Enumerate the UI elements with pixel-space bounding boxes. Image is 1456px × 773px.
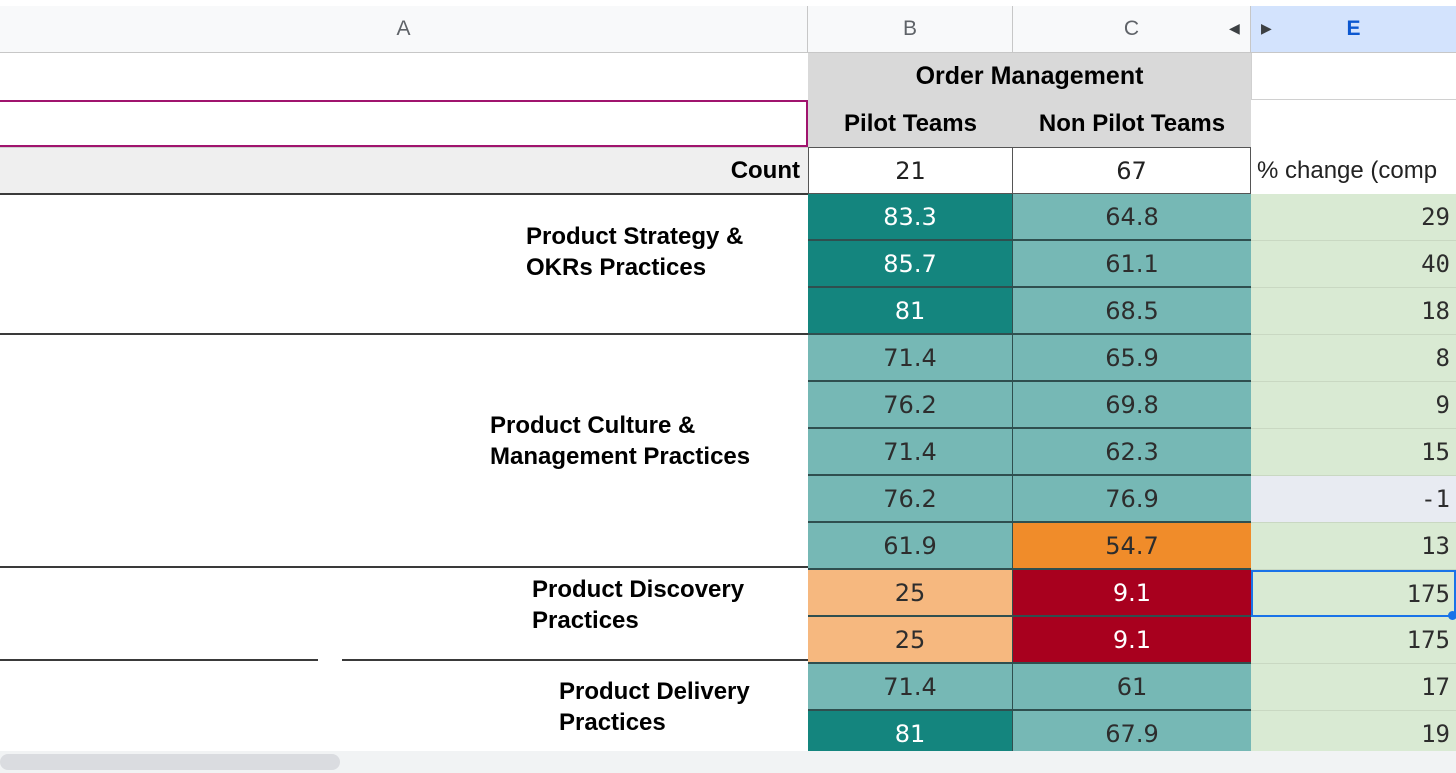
pilot-value-cell[interactable]: 61.9: [808, 523, 1013, 570]
column-header-b[interactable]: B: [808, 6, 1013, 53]
non-pilot-value-cell[interactable]: 64.8: [1013, 194, 1251, 241]
triangle-left-icon[interactable]: ◀: [1229, 20, 1240, 36]
column-header-c[interactable]: C: [1013, 6, 1251, 53]
pilot-value-cell[interactable]: 25: [808, 570, 1013, 617]
percent-change-cell[interactable]: -1: [1251, 476, 1456, 523]
group-label-culture: Product Culture & Management Practices: [490, 412, 751, 470]
percent-change-cell[interactable]: 175: [1251, 617, 1456, 664]
column-e-label: E: [1346, 17, 1361, 40]
column-a-label: A: [396, 17, 411, 40]
triangle-right-icon[interactable]: ▶: [1261, 20, 1272, 36]
non-pilot-value-cell[interactable]: 76.9: [1013, 476, 1251, 523]
column-c-label: C: [1123, 17, 1140, 40]
non-pilot-value-cell[interactable]: 9.1: [1013, 570, 1251, 617]
non-pilot-value-cell[interactable]: 54.7: [1013, 523, 1251, 570]
pilot-value-cell[interactable]: 85.7: [808, 241, 1013, 288]
group-title: Order Management: [808, 53, 1251, 100]
pilot-value-cell[interactable]: 81: [808, 288, 1013, 335]
pilot-value-cell[interactable]: 71.4: [808, 664, 1013, 711]
percent-change-header: % change (comp: [1257, 156, 1438, 184]
percent-change-cell[interactable]: 29: [1251, 194, 1456, 241]
percent-change-cell[interactable]: 40: [1251, 241, 1456, 288]
group-separator: [0, 333, 808, 335]
percent-change-cell[interactable]: 8: [1251, 335, 1456, 382]
percent-change-cell[interactable]: 17: [1251, 664, 1456, 711]
non-pilot-value-cell[interactable]: 68.5: [1013, 288, 1251, 335]
group-label-strategy: Product Strategy & OKRs Practices: [526, 223, 744, 281]
percent-change-cell[interactable]: 175: [1251, 570, 1456, 617]
selected-cell-range[interactable]: [0, 100, 808, 147]
pilot-teams-header: Pilot Teams: [808, 100, 1013, 147]
non-pilot-value-cell[interactable]: 69.8: [1013, 382, 1251, 429]
scrollbar-thumb[interactable]: [0, 754, 340, 770]
pilot-value-cell[interactable]: 76.2: [808, 476, 1013, 523]
percent-change-cell[interactable]: 13: [1251, 523, 1456, 570]
column-header-a[interactable]: A: [0, 6, 808, 53]
group-label-delivery: Product Delivery Practices: [559, 678, 750, 736]
count-non-pilot[interactable]: 67: [1013, 147, 1251, 194]
pilot-value-cell[interactable]: 71.4: [808, 429, 1013, 476]
non-pilot-value-cell[interactable]: 62.3: [1013, 429, 1251, 476]
group-separator: [0, 193, 808, 195]
group-separator: [0, 659, 318, 661]
percent-change-cell[interactable]: 15: [1251, 429, 1456, 476]
group-separator: [0, 566, 808, 568]
count-pilot[interactable]: 21: [808, 147, 1013, 194]
group-separator: [342, 659, 808, 661]
non-pilot-value-cell[interactable]: 9.1: [1013, 617, 1251, 664]
count-label: Count: [730, 156, 800, 184]
pilot-value-cell[interactable]: 71.4: [808, 335, 1013, 382]
column-b-label: B: [902, 17, 917, 40]
pilot-value-cell[interactable]: 76.2: [808, 382, 1013, 429]
pilot-value-cell[interactable]: 83.3: [808, 194, 1013, 241]
selection-fill-handle[interactable]: [1448, 611, 1456, 620]
non-pilot-value-cell[interactable]: 61.1: [1013, 241, 1251, 288]
column-header-e[interactable]: E: [1251, 6, 1456, 53]
percent-change-cell[interactable]: 18: [1251, 288, 1456, 335]
pilot-value-cell[interactable]: 25: [808, 617, 1013, 664]
non-pilot-teams-header: Non Pilot Teams: [1013, 100, 1251, 147]
non-pilot-value-cell[interactable]: 61: [1013, 664, 1251, 711]
non-pilot-value-cell[interactable]: 65.9: [1013, 335, 1251, 382]
percent-change-cell[interactable]: 9: [1251, 382, 1456, 429]
group-label-discovery: Product Discovery Practices: [532, 576, 745, 634]
horizontal-scrollbar[interactable]: [0, 751, 1456, 773]
empty-cell[interactable]: [1251, 53, 1456, 100]
